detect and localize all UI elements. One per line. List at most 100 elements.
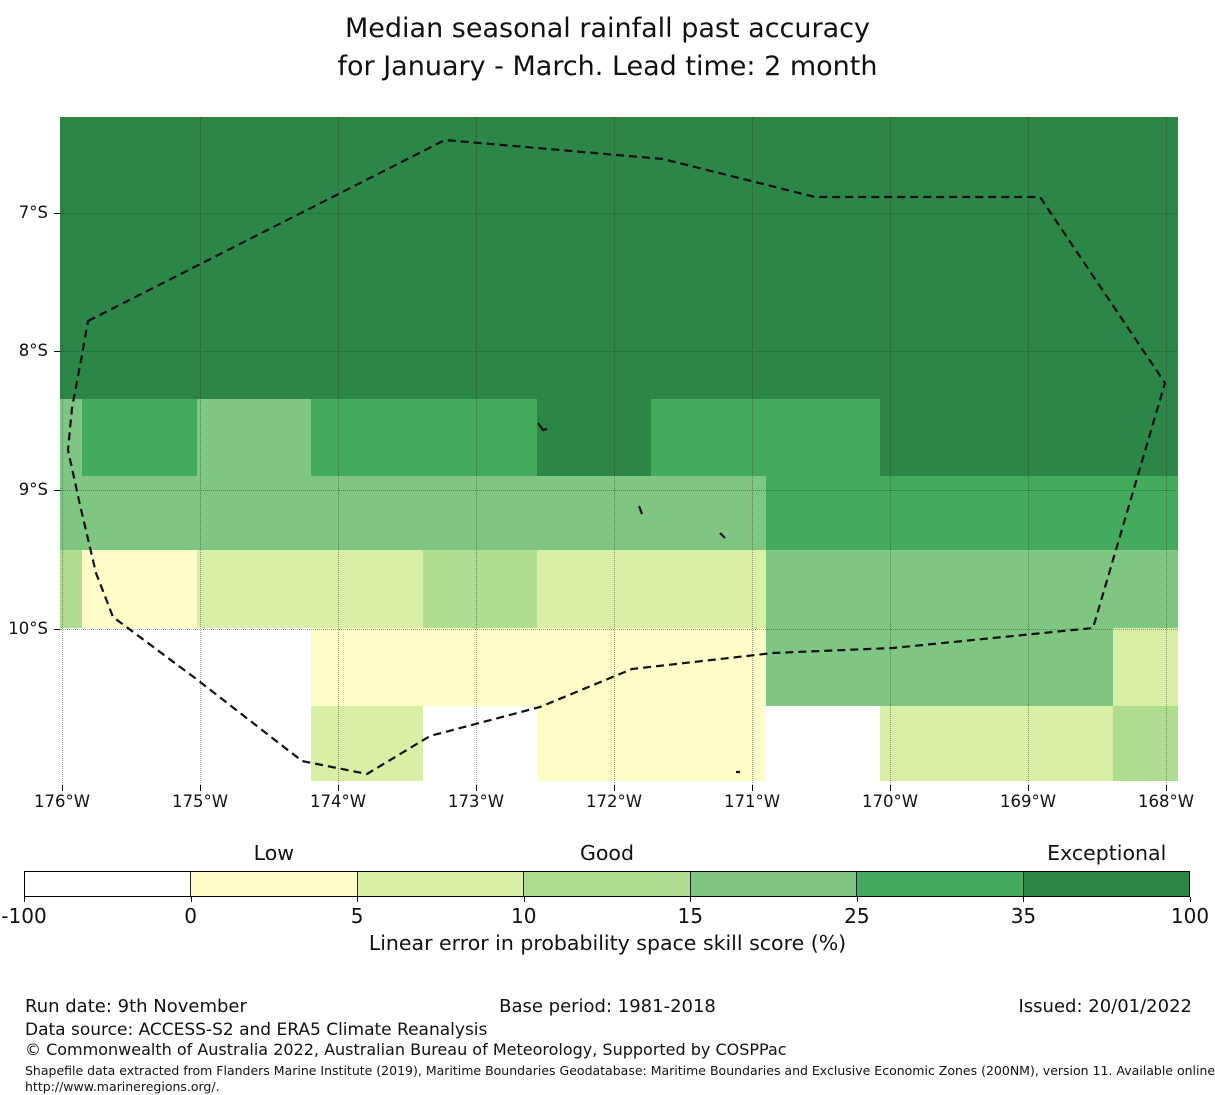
- map-cell: [537, 117, 651, 399]
- footer-base-period: Base period: 1981-2018: [499, 996, 716, 1017]
- map-gridline-vertical: [1166, 117, 1167, 785]
- map-cell: [197, 399, 311, 476]
- map-cell: [537, 628, 651, 706]
- map-cell: [1113, 550, 1178, 628]
- map-cell: [995, 476, 1113, 550]
- map-cell: [423, 550, 537, 628]
- colorbar-tick-label: -100: [1, 904, 47, 928]
- x-tick-label: 170°W: [861, 792, 919, 811]
- map-cell: [880, 399, 995, 476]
- x-tick-label: 174°W: [309, 792, 367, 811]
- map-cell: [1113, 706, 1178, 781]
- map-cell: [60, 476, 82, 550]
- colorbar-tick-label: 100: [1170, 904, 1210, 928]
- map-cell: [651, 117, 766, 399]
- x-tick-label: 169°W: [999, 792, 1057, 811]
- x-axis-tick: [338, 785, 339, 791]
- map-cell: [537, 550, 651, 628]
- map-cell: [311, 476, 423, 550]
- map-cell: [880, 476, 995, 550]
- map-cell: [423, 117, 537, 399]
- map-cell: [880, 706, 995, 781]
- footer-data-source: Data source: ACCESS-S2 and ERA5 Climate …: [25, 1020, 488, 1040]
- x-axis-tick: [62, 785, 63, 791]
- footer-shapefile-note-line1: Shapefile data extracted from Flanders M…: [25, 1063, 1215, 1078]
- eez-boundary-path: [66, 138, 1167, 776]
- eez-boundary-layer: [66, 138, 1167, 776]
- map-cell: [651, 550, 766, 628]
- colorbar-category-label: Low: [253, 841, 295, 865]
- map-cell: [197, 117, 311, 399]
- x-tick-label: 168°W: [1137, 792, 1195, 811]
- x-axis-tick: [752, 785, 753, 791]
- map-cell: [995, 628, 1113, 706]
- map-cell: [197, 550, 311, 628]
- colorbar-tick: [690, 897, 692, 902]
- colorbar-tick: [357, 897, 359, 902]
- map-cell: [82, 117, 197, 399]
- x-axis-tick: [614, 785, 615, 791]
- island-mark: [719, 532, 726, 539]
- map-cell: [1113, 476, 1178, 550]
- y-axis-tick: [54, 629, 60, 630]
- colorbar-category-label: Good: [580, 841, 634, 865]
- colorbar-tick: [523, 897, 525, 902]
- chart-title-line1: Median seasonal rainfall past accuracy: [345, 13, 870, 44]
- map-cell: [423, 399, 537, 476]
- map-cell: [60, 550, 82, 628]
- map-cell: [537, 706, 651, 781]
- footer-copyright: © Commonwealth of Australia 2022, Austra…: [25, 1040, 787, 1059]
- island-mark: [537, 422, 548, 432]
- map-cell: [651, 399, 766, 476]
- colorbar-segment: [190, 872, 357, 896]
- map-cell: [60, 117, 82, 399]
- map-cell: [82, 476, 197, 550]
- map-cell: [311, 706, 423, 781]
- colorbar-tick-label: 35: [1010, 904, 1037, 928]
- map-cell: [311, 628, 423, 706]
- colorbar-caption: Linear error in probability space skill …: [368, 931, 847, 955]
- x-tick-label: 175°W: [171, 792, 229, 811]
- chart-title: Median seasonal rainfall past accuracy f…: [0, 10, 1215, 86]
- map-plot-area: [60, 117, 1178, 785]
- colorbar-tick: [24, 897, 25, 902]
- y-axis-tick: [54, 351, 60, 352]
- colorbar-tick-label: 0: [184, 904, 197, 928]
- colorbar-segment: [25, 872, 191, 896]
- colorbar-tick-label: 10: [510, 904, 537, 928]
- map-gridline-horizontal: [60, 351, 1178, 352]
- map-cell: [880, 628, 995, 706]
- x-axis-tick: [1028, 785, 1029, 791]
- map-cell: [82, 399, 197, 476]
- x-axis-tick: [476, 785, 477, 791]
- map-cell: [537, 476, 651, 550]
- map-cell: [766, 628, 880, 706]
- map-cell: [651, 476, 766, 550]
- y-tick-label: 8°S: [18, 341, 48, 360]
- map-cell: [1113, 117, 1178, 399]
- x-tick-label: 173°W: [447, 792, 505, 811]
- y-axis-tick: [54, 490, 60, 491]
- colorbar-segment: [523, 872, 690, 896]
- colorbar-tick-label: 15: [677, 904, 703, 928]
- x-axis-tick: [890, 785, 891, 791]
- map-cell: [766, 399, 880, 476]
- colorbar: [24, 871, 1190, 897]
- colorbar-tick: [856, 897, 858, 902]
- footer-shapefile-note-line2: http://www.marineregions.org/.: [25, 1079, 220, 1094]
- map-gridline-vertical: [200, 117, 201, 785]
- colorbar-category-label: Exceptional: [1047, 841, 1167, 865]
- map-gridline-vertical: [476, 117, 477, 785]
- colorbar-tick: [1190, 897, 1191, 902]
- map-cell: [537, 399, 651, 476]
- footer-run-date: Run date: 9th November: [25, 996, 247, 1017]
- map-cell: [651, 706, 766, 781]
- map-cell: [880, 117, 995, 399]
- map-cell: [995, 117, 1113, 399]
- map-cell: [311, 550, 423, 628]
- colorbar-segment: [689, 872, 857, 896]
- colorbar-tick: [1023, 897, 1025, 902]
- y-axis-tick: [54, 213, 60, 214]
- y-tick-label: 9°S: [18, 480, 48, 499]
